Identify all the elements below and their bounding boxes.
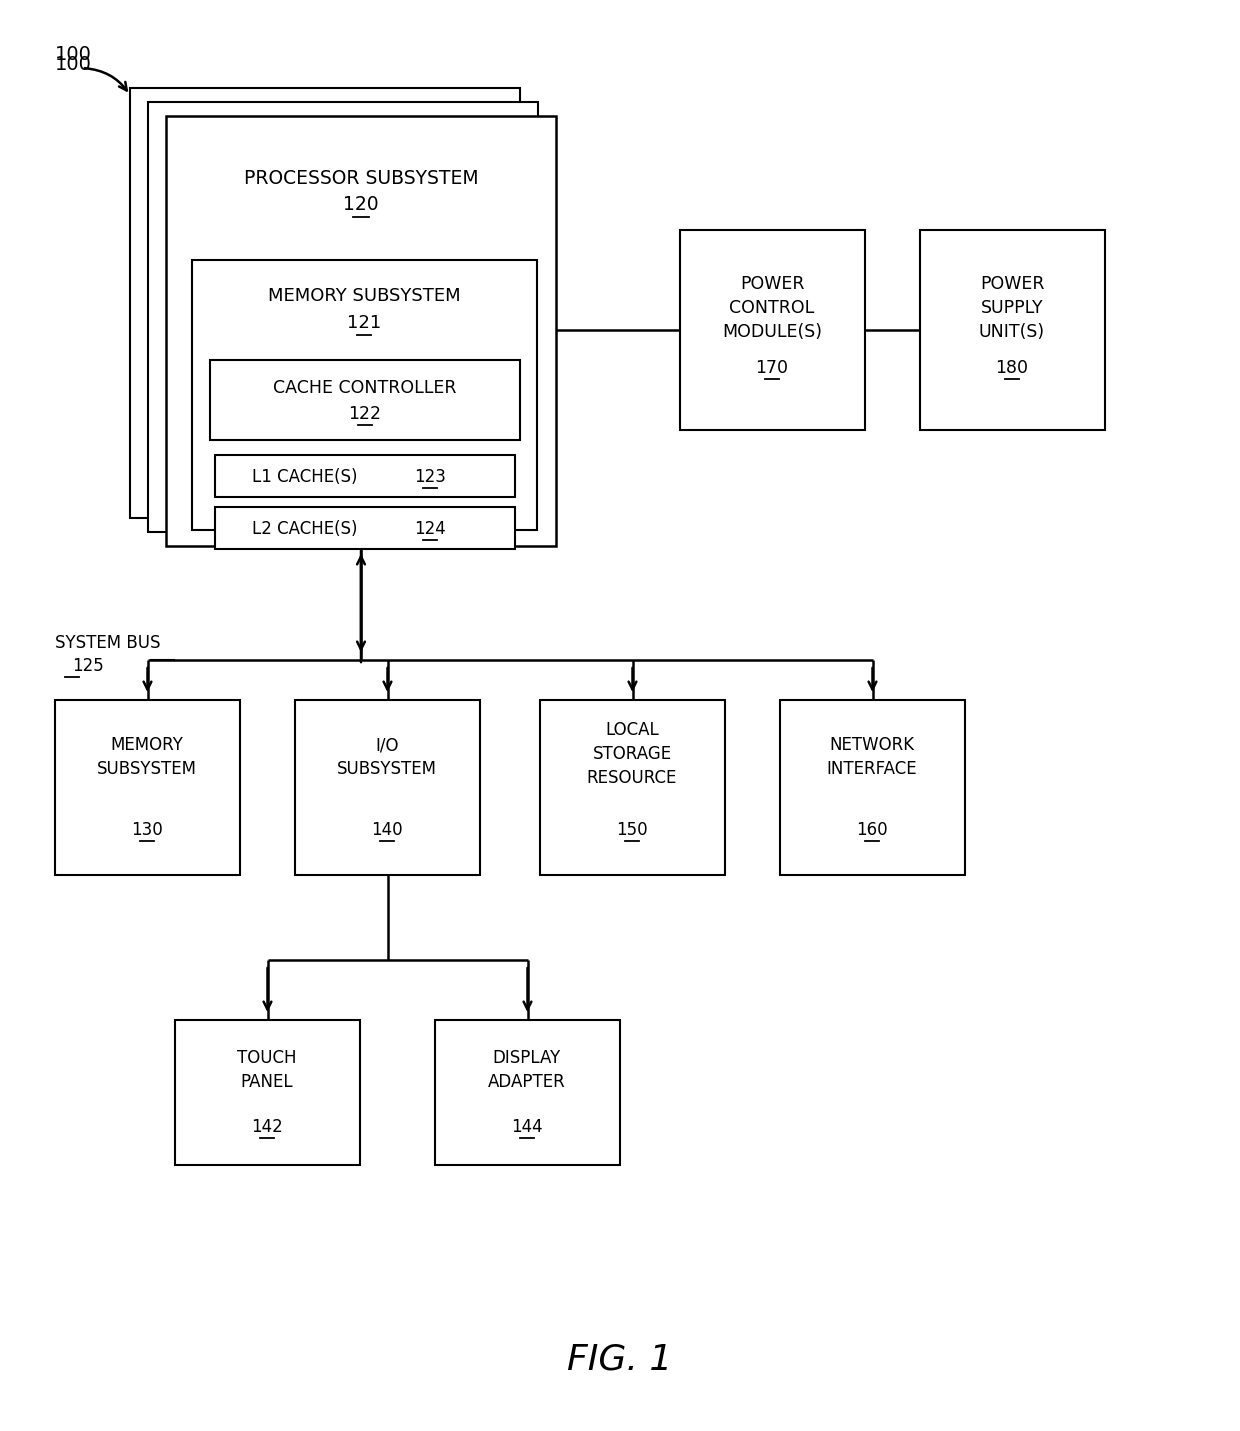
Text: PROCESSOR SUBSYSTEM: PROCESSOR SUBSYSTEM xyxy=(244,169,479,187)
Text: 130: 130 xyxy=(131,821,162,839)
Text: 100: 100 xyxy=(55,46,92,64)
Bar xyxy=(780,700,965,874)
Text: 124: 124 xyxy=(414,519,446,538)
Text: 140: 140 xyxy=(371,821,403,839)
Text: POWER: POWER xyxy=(740,275,805,293)
Bar xyxy=(130,87,520,518)
Text: FIG. 1: FIG. 1 xyxy=(568,1344,672,1377)
Text: SUBSYSTEM: SUBSYSTEM xyxy=(97,760,197,778)
Text: 144: 144 xyxy=(511,1118,543,1136)
Text: SUPPLY: SUPPLY xyxy=(981,299,1043,318)
Text: 100: 100 xyxy=(55,54,92,74)
Bar xyxy=(920,230,1105,429)
Text: CACHE CONTROLLER: CACHE CONTROLLER xyxy=(273,379,456,396)
Text: I/O: I/O xyxy=(376,736,399,754)
Text: PANEL: PANEL xyxy=(241,1073,294,1090)
Text: INTERFACE: INTERFACE xyxy=(827,760,918,778)
Bar xyxy=(295,700,480,874)
Text: ADAPTER: ADAPTER xyxy=(489,1073,565,1090)
Bar xyxy=(55,700,241,874)
Bar xyxy=(175,1020,360,1165)
Text: SYSTEM BUS: SYSTEM BUS xyxy=(55,634,160,653)
Text: 120: 120 xyxy=(343,196,378,215)
Bar xyxy=(192,260,537,529)
Text: LOCAL: LOCAL xyxy=(605,721,658,738)
Text: 170: 170 xyxy=(755,359,789,376)
Text: DISPLAY: DISPLAY xyxy=(492,1049,562,1068)
Text: 121: 121 xyxy=(347,313,381,332)
Text: STORAGE: STORAGE xyxy=(593,746,672,763)
Bar xyxy=(680,230,866,429)
Text: 150: 150 xyxy=(616,821,647,839)
Text: 123: 123 xyxy=(414,468,446,487)
Text: TOUCH: TOUCH xyxy=(237,1049,296,1068)
Text: 125: 125 xyxy=(72,657,104,675)
Text: 142: 142 xyxy=(252,1118,283,1136)
Text: UNIT(S): UNIT(S) xyxy=(978,323,1045,341)
Text: 122: 122 xyxy=(348,405,382,424)
Bar xyxy=(148,102,538,532)
Bar xyxy=(210,361,520,439)
Text: CONTROL: CONTROL xyxy=(729,299,815,318)
Text: RESOURCE: RESOURCE xyxy=(587,768,677,787)
Text: POWER: POWER xyxy=(980,275,1044,293)
Text: 160: 160 xyxy=(856,821,888,839)
Bar xyxy=(166,116,556,547)
Bar xyxy=(435,1020,620,1165)
Text: 180: 180 xyxy=(996,359,1028,376)
Text: L1 CACHE(S): L1 CACHE(S) xyxy=(252,468,358,487)
Text: MEMORY SUBSYSTEM: MEMORY SUBSYSTEM xyxy=(268,288,460,305)
Text: MEMORY: MEMORY xyxy=(110,736,184,754)
Text: NETWORK: NETWORK xyxy=(830,736,915,754)
Text: L2 CACHE(S): L2 CACHE(S) xyxy=(252,519,358,538)
Bar xyxy=(539,700,725,874)
Text: SUBSYSTEM: SUBSYSTEM xyxy=(337,760,436,778)
Bar xyxy=(215,507,515,550)
Text: MODULE(S): MODULE(S) xyxy=(722,323,822,341)
Bar xyxy=(215,455,515,497)
